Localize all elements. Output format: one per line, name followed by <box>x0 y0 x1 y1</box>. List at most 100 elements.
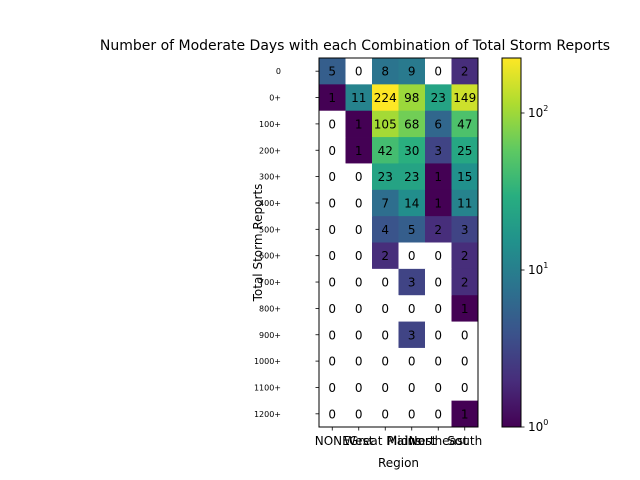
heatmap-cell <box>425 110 452 138</box>
heatmap-cell <box>398 347 426 375</box>
cell-value-label: 0 <box>355 407 363 421</box>
heatmap-cell <box>319 374 346 402</box>
cell-value-label: 2 <box>434 223 442 237</box>
cell-value-label: 0 <box>355 328 363 342</box>
cell-value-label: 11 <box>457 196 472 210</box>
heatmap-cell <box>451 268 479 296</box>
heatmap-cell <box>319 163 346 191</box>
colorbar-gradient <box>502 58 521 427</box>
heatmap-cell <box>425 295 452 322</box>
heatmap-cells <box>319 58 479 428</box>
heatmap-cell <box>319 242 346 270</box>
heatmap-cell <box>398 400 426 428</box>
heatmap-cell <box>451 321 479 349</box>
heatmap-cell <box>345 242 373 270</box>
y-tick-label: 0+ <box>269 94 281 103</box>
cell-value-label: 0 <box>355 276 363 290</box>
x-tick-label: West <box>344 434 374 448</box>
cell-value-label: 0 <box>355 196 363 210</box>
heatmap-cell <box>372 400 399 428</box>
y-tick-label: 300+ <box>259 173 281 182</box>
heatmap-cell <box>319 400 346 428</box>
heatmap-cell <box>451 347 479 375</box>
cell-value-label: 1 <box>461 407 469 421</box>
heatmap-cell <box>319 189 346 217</box>
y-tick-label: 1100+ <box>254 383 281 392</box>
heatmap-cell <box>345 347 373 375</box>
cell-value-label: 0 <box>355 381 363 395</box>
cell-value-label: 0 <box>381 355 389 369</box>
cell-value-label: 2 <box>381 249 389 263</box>
heatmap-cell <box>425 84 452 112</box>
cell-value-label: 0 <box>434 355 442 369</box>
heatmap-cell <box>398 163 426 191</box>
heatmap-cell <box>425 374 452 402</box>
cell-value-label: 0 <box>328 276 336 290</box>
heatmap-cell <box>319 295 346 322</box>
chart-title: Number of Moderate Days with each Combin… <box>100 38 610 54</box>
cell-value-label: 0 <box>328 144 336 158</box>
cell-value-label: 0 <box>328 407 336 421</box>
colorbar-tick-label: 102 <box>528 104 548 120</box>
cell-value-label: 4 <box>381 223 389 237</box>
heatmap-cell <box>345 137 373 164</box>
cell-value-label: 7 <box>381 196 389 210</box>
cell-value-label: 0 <box>381 407 389 421</box>
heatmap-cell <box>372 84 399 112</box>
heatmap-cell <box>372 347 399 375</box>
cell-value-label: 149 <box>453 91 476 105</box>
cell-value-label: 42 <box>378 144 393 158</box>
cell-value-label: 0 <box>381 328 389 342</box>
cell-value-label: 0 <box>355 65 363 79</box>
heatmap-cell <box>345 268 373 296</box>
heatmap-cell <box>451 295 479 322</box>
x-axis-label: Region <box>378 456 419 470</box>
cell-value-label: 224 <box>374 91 397 105</box>
heatmap-cell <box>425 58 452 85</box>
heatmap-cell <box>451 400 479 428</box>
cell-value-label: 2 <box>461 249 469 263</box>
cell-value-label: 0 <box>328 170 336 184</box>
cell-value-label: 5 <box>408 223 416 237</box>
heatmap-cell <box>319 321 346 349</box>
x-tick-label: NONE <box>315 434 350 448</box>
cell-value-label: 0 <box>408 407 416 421</box>
cell-value-label: 0 <box>355 170 363 184</box>
x-tick-label: South <box>447 434 482 448</box>
heatmap-cell <box>425 268 452 296</box>
heatmap-cell <box>372 242 399 270</box>
heatmap-cell <box>451 163 479 191</box>
cell-value-label: 6 <box>434 117 442 131</box>
cell-value-label: 5 <box>328 65 336 79</box>
heatmap-cell <box>372 110 399 138</box>
x-tick-label: Midwest <box>387 434 437 448</box>
cell-value-label: 0 <box>328 196 336 210</box>
heatmap-cell <box>398 137 426 164</box>
cell-value-label: 0 <box>434 276 442 290</box>
cell-value-label: 0 <box>408 302 416 316</box>
cell-value-label: 3 <box>408 276 416 290</box>
cell-value-label: 0 <box>328 328 336 342</box>
y-tick-label: 600+ <box>259 252 281 261</box>
cell-value-label: 105 <box>374 117 397 131</box>
cell-value-label: 0 <box>461 328 469 342</box>
cell-value-label: 0 <box>434 407 442 421</box>
cell-value-label: 0 <box>328 249 336 263</box>
heatmap-cell <box>319 216 346 243</box>
heatmap-cell <box>451 242 479 270</box>
heatmap-cell <box>425 137 452 164</box>
cell-value-label: 14 <box>404 196 419 210</box>
y-tick-label: 800+ <box>259 304 281 313</box>
y-tick-label: 1200+ <box>254 410 281 419</box>
heatmap-cell <box>425 163 452 191</box>
heatmap-cell <box>319 110 346 138</box>
cell-value-label: 98 <box>404 91 419 105</box>
cell-value-label: 0 <box>328 117 336 131</box>
cell-value-label: 0 <box>461 355 469 369</box>
cell-value-label: 2 <box>461 65 469 79</box>
heatmap-cell <box>425 400 452 428</box>
heatmap-cell <box>345 295 373 322</box>
heatmap-cell <box>319 268 346 296</box>
heatmap-cell <box>345 110 373 138</box>
heatmap-cell <box>372 268 399 296</box>
